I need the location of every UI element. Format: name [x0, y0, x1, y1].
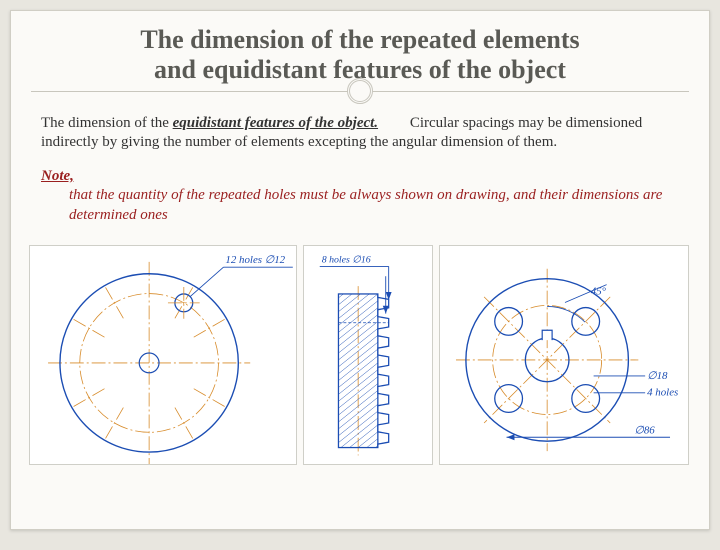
note-rest: that the quantity of the repeated holes … [41, 186, 679, 225]
slide: The dimension of the repeated elements a… [10, 10, 710, 530]
svg-text:12 holes ∅12: 12 holes ∅12 [225, 255, 285, 267]
figure-3-flange-4-holes: 45° ∅18 4 holes ∅86 [439, 245, 689, 465]
figure-1-bolt-circle-12-holes: 12 holes ∅12 [29, 245, 297, 465]
title-ornament-circle [347, 78, 373, 104]
paragraph-1: The dimension of the equidistant feature… [41, 114, 679, 153]
slide-body: The dimension of the equidistant feature… [11, 92, 709, 246]
svg-text:4 holes: 4 holes [647, 387, 678, 399]
figures-row: 12 holes ∅12 8 holes ∅16 45° ∅18 4 holes ∅8… [11, 245, 709, 465]
para1-emphasis: equidistant features of the object. [173, 115, 378, 131]
note-lead: Note, [41, 168, 74, 184]
svg-text:∅86: ∅86 [634, 425, 655, 437]
svg-text:∅18: ∅18 [647, 370, 668, 382]
para1-lead: The dimension of the [41, 115, 173, 131]
svg-text:8 holes ∅16: 8 holes ∅16 [322, 255, 371, 266]
title-divider [31, 91, 689, 92]
title-line-1: The dimension of the repeated elements [140, 25, 579, 54]
svg-text:45°: 45° [591, 286, 607, 298]
figure-2-section-view: 8 holes ∅16 [303, 245, 433, 465]
note-paragraph: Note, that the quantity of the repeated … [41, 167, 679, 226]
